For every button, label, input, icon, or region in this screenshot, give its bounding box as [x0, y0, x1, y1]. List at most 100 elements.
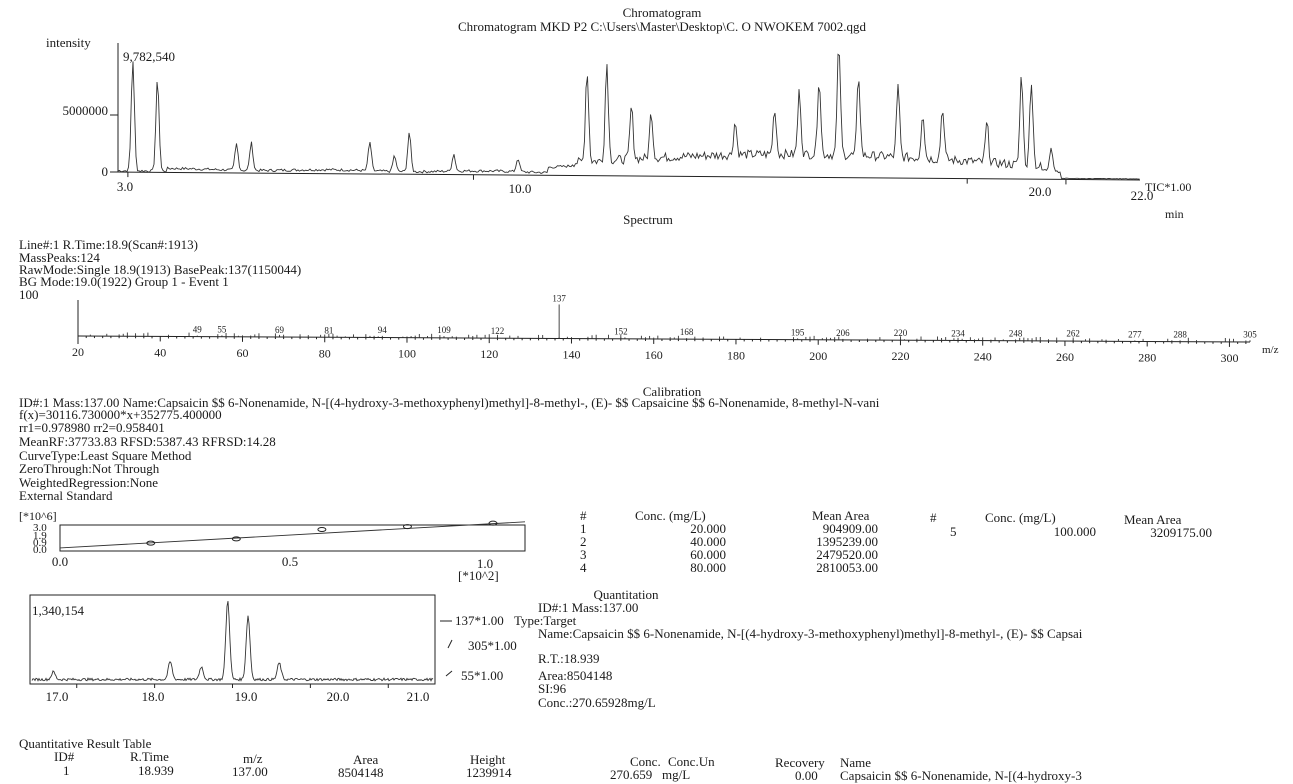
spectrum-x-tick-label: 140 — [562, 348, 580, 362]
spectrum-x-tick-label: 80 — [319, 346, 331, 360]
spectrum-peak-label: 248 — [1009, 328, 1023, 338]
spectrum-peak-label: 69 — [275, 325, 285, 335]
spectrum-peak-label: 49 — [193, 325, 203, 335]
result-header-recovery: Recovery — [775, 755, 825, 770]
calib-row-area: 2479520.00 — [816, 547, 878, 562]
quant-ion-label: 137*1.00 — [455, 613, 504, 628]
spectrum-x-tick-label: 100 — [398, 347, 416, 361]
spectrum-x-tick-label: 220 — [891, 349, 909, 363]
calibration-yscale: [*10^6] — [19, 509, 57, 523]
spectrum-peak-label: 262 — [1066, 329, 1080, 339]
calib-table-header-conc: Conc. (mg/L) — [985, 510, 1056, 525]
spectrum-x-tick-label: 60 — [236, 346, 248, 360]
chromatogram-x-tick: 3.0 — [116, 179, 134, 194]
result-table-title: Quantitative Result Table — [19, 736, 152, 751]
spectrum-info-line: RawMode:Single 18.9(1913) BasePeak:137(1… — [19, 262, 302, 277]
calib-row-conc: 20.000 — [690, 521, 726, 536]
calibration-fit-line — [59, 521, 526, 549]
calibration-line: ID#:1 Mass:137.00 Name:Capsaicin $$ 6-No… — [19, 395, 880, 410]
calib-row-conc: 100.000 — [1053, 524, 1096, 539]
quantitation-x-tick: 19.0 — [234, 689, 258, 704]
calibration-point — [488, 520, 498, 526]
calibration-point — [231, 536, 241, 542]
spectrum-y-top: 100 — [19, 287, 39, 302]
quant-info-line: Type:Target — [514, 613, 577, 628]
result-cell-area: 8504148 — [338, 765, 384, 780]
spectrum-peak-label: 81 — [324, 325, 333, 335]
calibration-y-tick: 1.9 — [33, 530, 47, 542]
chromatogram-trace-label: TIC*1.00 — [1145, 180, 1192, 194]
calib-row-conc: 80.000 — [690, 560, 726, 575]
quant-info-line: Area:8504148 — [538, 668, 613, 683]
calibration-frame — [59, 524, 526, 552]
spectrum-info-line: MassPeaks:124 — [19, 250, 100, 265]
chromatogram-x-tick: 10.0 — [508, 181, 532, 196]
calib-row-conc: 40.000 — [690, 534, 726, 549]
spectrum-x-tick-label: 280 — [1138, 350, 1156, 364]
result-header-conc: Conc. — [630, 754, 661, 769]
spectrum-x-tick-label: 180 — [727, 348, 745, 362]
chromatogram-x-tick: 22.0 — [1130, 188, 1154, 203]
chromatogram-tic-trace — [117, 53, 1140, 180]
spectrum-peak-label: 277 — [1128, 329, 1142, 339]
calibration-equation: f(x)=30116.730000*x+352775.400000 — [19, 407, 222, 422]
result-header-id: ID# — [54, 749, 75, 764]
spectrum-peak-label: 288 — [1173, 330, 1187, 340]
quant-info-line: SI:96 — [538, 681, 567, 696]
quant-info-line: ID#:1 Mass:137.00 — [538, 600, 639, 615]
calibration-x-tick: 1.0 — [476, 556, 494, 571]
result-header-rtime: R.Time — [130, 749, 169, 764]
chromatogram-max-label: 9,782,540 — [123, 49, 175, 64]
ion-link-mark — [447, 639, 453, 649]
calibration-y-tick: 3.0 — [33, 522, 47, 534]
quant-info-line: R.T.:18.939 — [538, 651, 600, 666]
chromatogram-x-axis — [117, 171, 1141, 181]
quant-ion-label: 305*1.00 — [468, 638, 517, 653]
chromatogram-x-tick: 20.0 — [1028, 184, 1052, 199]
result-cell-concun: mg/L — [662, 767, 691, 782]
spectrum-x-axis — [77, 335, 1251, 343]
quantitation-x-tick: 21.0 — [406, 689, 430, 704]
spectrum-peak-label: 137 — [552, 293, 566, 303]
spectrum-x-tick-label: 40 — [154, 345, 166, 359]
calibration-line: External Standard — [19, 488, 113, 503]
calibration-line: CurveType:Least Square Method — [19, 448, 192, 463]
spectrum-x-tick-label: 240 — [974, 350, 992, 364]
calibration-point — [317, 527, 327, 533]
chromatogram-y-tick: 5000000 — [62, 103, 109, 118]
calibration-point — [146, 540, 156, 546]
spectrum-x-tick-label: 300 — [1220, 351, 1238, 365]
spectrum-peak-label: 206 — [836, 328, 850, 338]
chromatogram-y-zero: 0 — [101, 164, 109, 179]
calibration-line: rr1=0.978980 rr2=0.958401 — [19, 420, 165, 435]
result-header-height: Height — [470, 752, 506, 767]
spectrum-x-tick-label: 120 — [480, 347, 498, 361]
calibration-y-tick: 0.9 — [33, 537, 47, 549]
spectrum-info-line: BG Mode:19.0(1922) Group 1 - Event 1 — [19, 274, 229, 289]
result-cell-id: 1 — [63, 763, 70, 778]
result-cell-conc: 270.659 — [610, 767, 653, 782]
calibration-line: MeanRF:37733.83 RFSD:5387.43 RFRSD:14.28 — [19, 434, 276, 449]
chromatogram-title: Chromatogram — [622, 5, 702, 20]
result-cell-name: Capsaicin $$ 6-Nonenamide, N-[(4-hydroxy… — [840, 768, 1082, 783]
quant-info-name: Name:Capsaicin $$ 6-Nonenamide, N-[(4-hy… — [538, 626, 1083, 641]
calib-row-num: 1 — [580, 521, 587, 536]
quantitation-x-tick: 17.0 — [45, 689, 69, 704]
calib-row-num: 4 — [580, 560, 587, 575]
quantitation-frame — [29, 594, 436, 685]
calib-row-area: 1395239.00 — [816, 534, 878, 549]
calib-table-header-area: Mean Area — [1124, 512, 1182, 527]
calib-table-header-area: Mean Area — [812, 508, 870, 523]
quant-info-line: Conc.:270.65928mg/L — [538, 695, 656, 710]
calibration-line: WeightedRegression:None — [19, 475, 159, 490]
calib-row-conc: 60.000 — [690, 547, 726, 562]
result-cell-height: 1239914 — [466, 765, 512, 780]
calib-row-area: 904909.00 — [822, 521, 878, 536]
spectrum-x-unit: m/z — [1262, 344, 1279, 356]
spectrum-x-tick-label: 200 — [809, 349, 827, 363]
result-header-mz: m/z — [243, 751, 263, 766]
calibration-y-tick: 0.0 — [33, 544, 47, 556]
